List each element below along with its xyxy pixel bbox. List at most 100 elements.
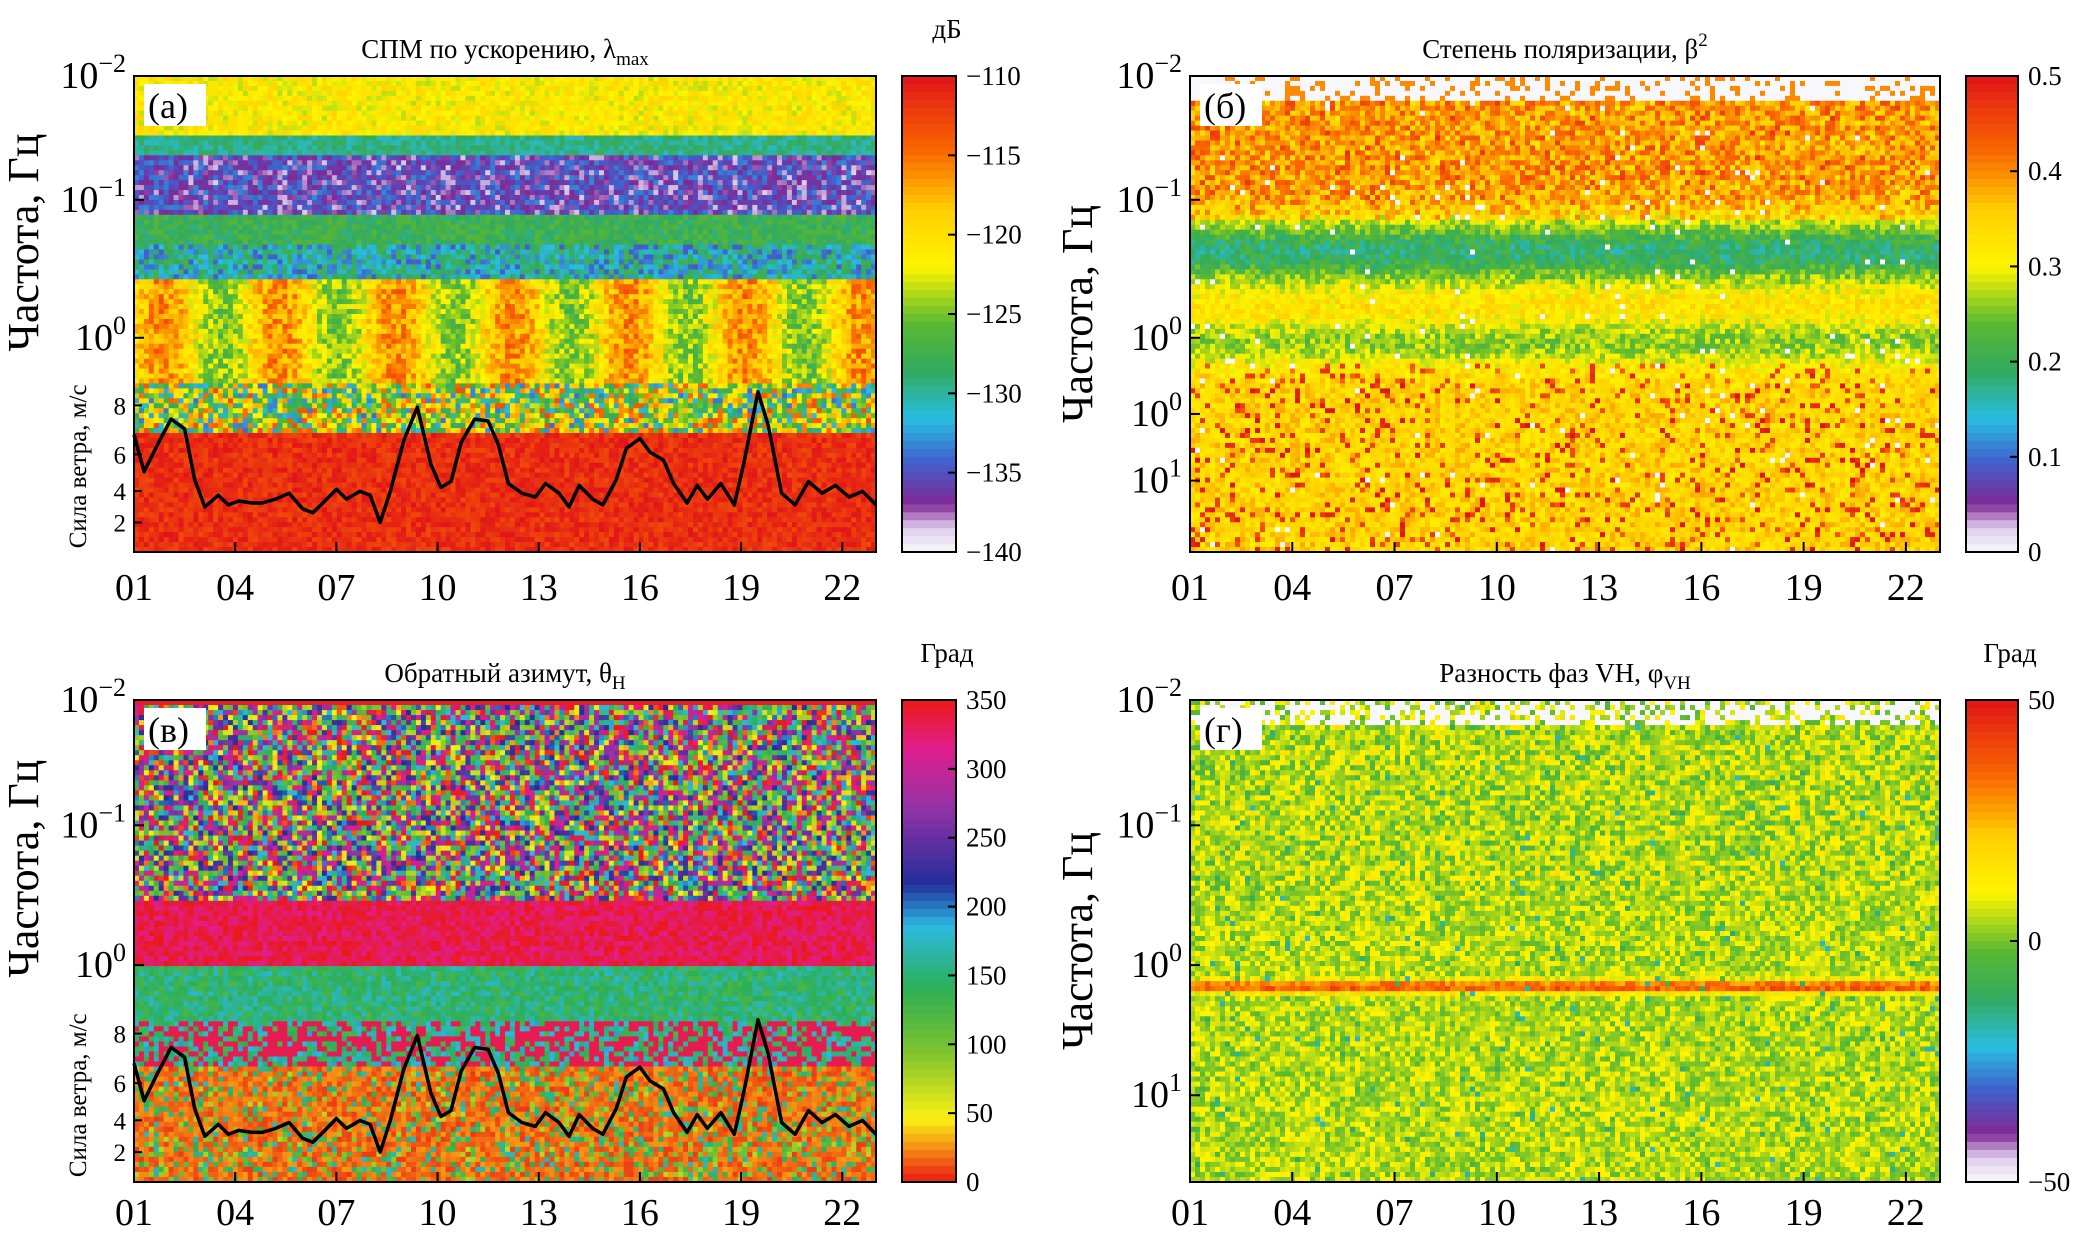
y-axis-label-b: Частота, Гц — [1053, 205, 1102, 423]
y-tick-base-a: 10 — [60, 179, 98, 221]
y-tick-base-d: 10 — [1131, 944, 1169, 986]
y-tick-exp-c: −1 — [98, 798, 126, 827]
x-tick-label-a: 10 — [419, 567, 457, 609]
y-tick-exp-a: −1 — [98, 173, 126, 202]
y-tick-label-a: 10−1 — [60, 173, 126, 221]
y-tick-label-d: 101 — [1131, 1068, 1182, 1116]
y-tick-base-b: 10 — [1131, 460, 1169, 502]
x-tick-label-c: 16 — [621, 1192, 659, 1234]
chart-title-b: Степень поляризации, β2 — [1422, 30, 1708, 64]
wind-tick-label-a: 6 — [114, 442, 127, 469]
y-tick-exp-c: 0 — [113, 938, 126, 967]
colorbar-tick-label-c: 150 — [966, 960, 1007, 990]
y-tick-exp-b: −1 — [1154, 173, 1182, 202]
y-tick-label-d: 10−2 — [1116, 673, 1182, 721]
x-tick-label-c: 01 — [115, 1192, 153, 1234]
colorbar-tick-label-b: 0 — [2028, 537, 2042, 567]
panel-letter-d: (г) — [1204, 710, 1243, 750]
y-tick-base-c: 10 — [60, 679, 98, 721]
colorbar-tick-label-a: −115 — [966, 140, 1021, 170]
chart-title-c: Обратный азимут, θH — [384, 658, 626, 694]
x-tick-label-b: 16 — [1682, 567, 1720, 609]
y-tick-exp-b: −2 — [1154, 49, 1182, 78]
x-tick-label-d: 04 — [1273, 1192, 1311, 1234]
y-tick-exp-d: 0 — [1169, 938, 1182, 967]
wind-tick-label-c: 2 — [114, 1140, 127, 1167]
colorbar-tick-label-a: −130 — [966, 378, 1022, 408]
y-tick-label-d: 100 — [1131, 938, 1182, 986]
x-tick-label-a: 19 — [722, 567, 760, 609]
y-tick-label-b: 10−2 — [1116, 49, 1182, 97]
x-tick-label-b: 19 — [1785, 567, 1823, 609]
x-tick-label-a: 07 — [317, 567, 355, 609]
x-tick-label-a: 22 — [823, 567, 861, 609]
x-tick-label-b: 01 — [1171, 567, 1209, 609]
x-tick-label-a: 04 — [216, 567, 254, 609]
panel-letter-c: (в) — [148, 710, 189, 750]
panel-letter-b: (б) — [1204, 86, 1246, 126]
y-tick-base-d: 10 — [1131, 1074, 1169, 1116]
y-tick-base-c: 10 — [75, 944, 113, 986]
y-tick-exp-b: 1 — [1169, 454, 1182, 483]
chart-title-text-d: Разность фаз VH, φ — [1439, 658, 1663, 688]
colorbar-tick-label-c: 250 — [966, 823, 1007, 853]
wind-tick-label-a: 4 — [114, 479, 127, 506]
y-tick-exp-a: 0 — [113, 311, 126, 340]
y-tick-label-d: 10−1 — [1116, 798, 1182, 846]
y-tick-base-a: 10 — [60, 55, 98, 97]
x-tick-label-c: 07 — [317, 1192, 355, 1234]
colorbar-tick-label-b: 0.3 — [2028, 251, 2062, 281]
chart-title-text-b: Степень поляризации, β — [1422, 34, 1698, 64]
y-tick-exp-d: −1 — [1154, 798, 1182, 827]
y-tick-label-b: 100 — [1131, 311, 1182, 359]
y-tick-label-c: 10−2 — [60, 673, 126, 721]
colorbar-unit-d: Град — [1983, 638, 2036, 668]
y-tick-base-a: 10 — [75, 317, 113, 359]
colorbar-tick-label-b: 0.2 — [2028, 347, 2062, 377]
colorbar-tick-label-a: −110 — [966, 61, 1021, 91]
chart-title-text-a: СПМ по ускорению, λ — [361, 34, 616, 64]
x-tick-label-a: 13 — [520, 567, 558, 609]
y-tick-label-a: 100 — [75, 311, 126, 359]
colorbar-tick-label-b: 0.5 — [2028, 61, 2062, 91]
y-tick-exp-c: −2 — [98, 673, 126, 702]
y-tick-base-b: 10 — [1131, 317, 1169, 359]
colorbar-tick-label-b: 0.4 — [2028, 156, 2062, 186]
colorbar-a — [902, 76, 956, 553]
y-tick-base-b: 10 — [1116, 55, 1154, 97]
colorbar-tick-label-a: −140 — [966, 537, 1022, 567]
chart-title-sup-b: 2 — [1698, 30, 1708, 51]
colorbar-tick-label-a: −125 — [966, 299, 1022, 329]
x-tick-label-c: 10 — [419, 1192, 457, 1234]
colorbar-c — [902, 700, 956, 1183]
colorbar-tick-label-c: 0 — [966, 1167, 980, 1197]
x-tick-label-b: 04 — [1273, 567, 1311, 609]
x-tick-label-d: 01 — [1171, 1192, 1209, 1234]
wind-tick-label-a: 2 — [114, 510, 127, 537]
y-tick-label-b: 101 — [1131, 454, 1182, 502]
y-tick-base-c: 10 — [60, 804, 98, 846]
x-tick-label-b: 07 — [1376, 567, 1414, 609]
y-axis-label-d: Частота, Гц — [1053, 832, 1102, 1050]
y-tick-label-c: 10−1 — [60, 798, 126, 846]
colorbar-tick-label-a: −135 — [966, 458, 1022, 488]
x-tick-label-d: 22 — [1887, 1192, 1925, 1234]
heatmap-d — [1190, 700, 1941, 1183]
wind-tick-label-c: 8 — [114, 1022, 127, 1049]
wind-tick-label-c: 4 — [114, 1108, 127, 1135]
x-tick-label-b: 13 — [1580, 567, 1618, 609]
x-tick-label-d: 16 — [1682, 1192, 1720, 1234]
y-tick-exp-d: −2 — [1154, 673, 1182, 702]
chart-title-sub-c: H — [612, 673, 626, 694]
x-tick-label-c: 13 — [520, 1192, 558, 1234]
y-tick-base-b: 10 — [1131, 393, 1169, 435]
chart-title-sub-a: max — [616, 49, 649, 70]
x-tick-label-d: 10 — [1478, 1192, 1516, 1234]
y-tick-base-b: 10 — [1116, 179, 1154, 221]
y-axis-label-a: Частота, Гц — [0, 134, 48, 352]
wind-tick-label-a: 8 — [114, 393, 127, 420]
chart-title-d: Разность фаз VH, φVH — [1439, 658, 1691, 694]
